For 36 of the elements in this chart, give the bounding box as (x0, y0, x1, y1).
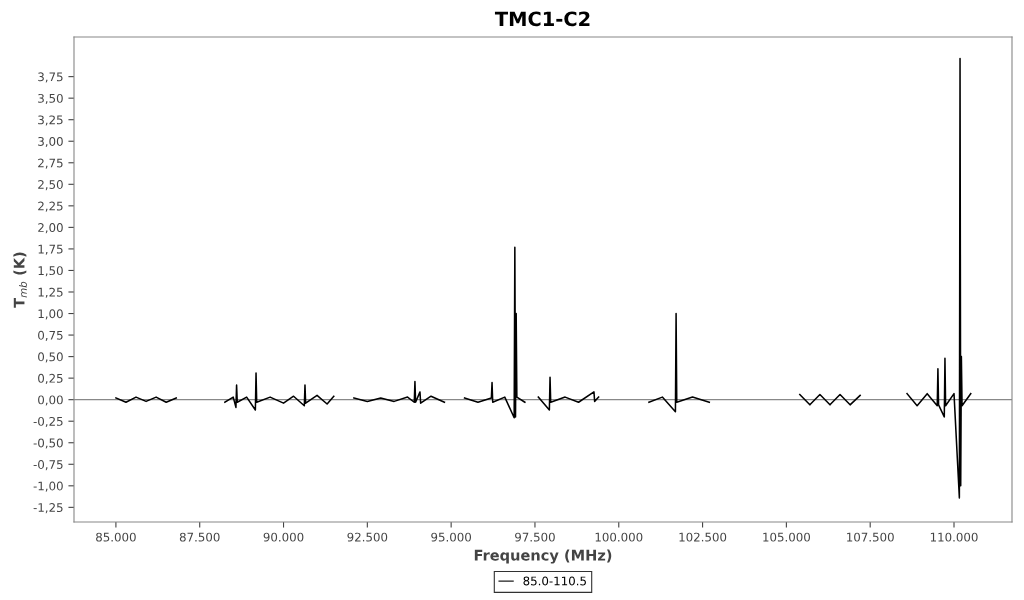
x-tick-label: 85.000 (96, 532, 136, 542)
x-tick-label: 100.000 (595, 532, 643, 542)
x-axis-title: Frequency (MHz) (474, 549, 612, 564)
y-tick-label: -1,00 (33, 481, 63, 492)
x-tick-label: 90.000 (263, 532, 304, 542)
y-tick-label: -1,25 (33, 503, 63, 514)
x-tick-label: 87.500 (179, 532, 220, 542)
y-tick-label: 3,75 (38, 72, 63, 83)
y-tick-label: 1,75 (38, 244, 63, 255)
y-tick-label: 3,00 (38, 136, 63, 148)
y-tick-label: 0,75 (38, 330, 63, 341)
y-tick-label: -0,75 (33, 460, 63, 471)
x-tick-label: 97.500 (515, 532, 555, 542)
y-tick-label: 0,00 (38, 395, 63, 406)
x-tick-label: 95.000 (431, 532, 472, 542)
y-axis-title: T$_{mb}$ (K) (13, 252, 27, 308)
y-tick-label: 2,50 (38, 180, 63, 191)
y-tick-label: 0,25 (38, 373, 63, 384)
y-tick-label: 2,00 (38, 223, 63, 234)
y-tick-label: 1,50 (38, 266, 63, 277)
y-tick-label: 1,00 (38, 309, 63, 320)
y-tick-label: -0,25 (33, 416, 63, 428)
y-tick-label: 2,75 (38, 158, 63, 169)
x-tick-label: 107.500 (847, 532, 894, 542)
x-tick-label: 110.000 (930, 532, 978, 542)
y-tick-label: 3,25 (38, 115, 63, 126)
legend-label: 85.0-110.5 (523, 576, 586, 586)
y-tick-label: -0,50 (33, 438, 63, 449)
y-tick-label: 0,50 (38, 352, 63, 363)
x-tick-label: 105.000 (763, 532, 811, 542)
y-tick-label: 1,25 (38, 287, 63, 298)
x-tick-label: 92.500 (347, 532, 388, 542)
chart-title: TMC1-C2 (494, 11, 590, 27)
x-tick-label: 102.500 (679, 532, 727, 542)
y-tick-label: 2,25 (38, 201, 63, 212)
y-tick-label: 3,50 (38, 93, 63, 105)
